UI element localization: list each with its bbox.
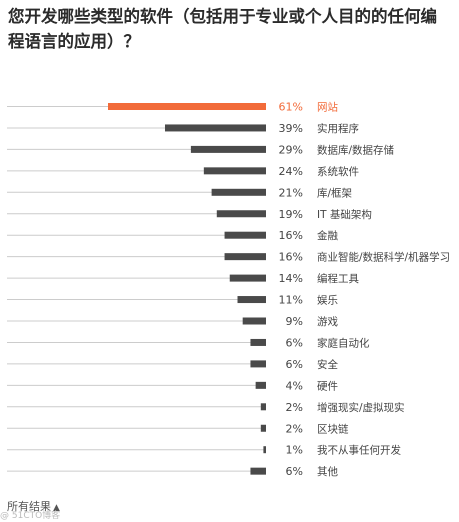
category-label: 娱乐 — [317, 294, 338, 307]
bar — [229, 274, 266, 282]
bar — [224, 231, 266, 239]
category-label: 网站 — [317, 101, 338, 114]
caret-up-icon: ▲ — [53, 503, 60, 513]
bar — [190, 145, 266, 153]
category-label: 增强现实/虚拟现实 — [317, 401, 405, 414]
watermark: @ 51CTO博客 — [0, 511, 61, 521]
category-label: 库/框架 — [317, 186, 353, 199]
value-label: 29% — [279, 143, 303, 156]
bar — [108, 103, 266, 110]
value-label: 19% — [279, 208, 303, 221]
category-label: 金融 — [317, 229, 338, 242]
bar — [263, 446, 266, 454]
bar — [211, 188, 266, 196]
value-label: 16% — [279, 229, 303, 242]
value-label: 9% — [286, 315, 303, 328]
value-label: 6% — [286, 358, 303, 371]
chart-title: 您开发哪些类型的软件（包括用于专业或个人目的的任何编程语言的应用）？ — [8, 7, 437, 51]
category-label: 编程工具 — [317, 272, 359, 285]
all-results-toggle[interactable]: 所有结果 ▲ — [7, 498, 60, 514]
bar — [250, 360, 266, 368]
category-label: 游戏 — [317, 315, 338, 328]
value-label: 6% — [286, 336, 303, 349]
category-label: 家庭自动化 — [317, 336, 370, 349]
bar — [260, 424, 266, 432]
category-label: 安全 — [317, 358, 338, 371]
bar — [164, 124, 266, 132]
value-label: 21% — [279, 186, 303, 199]
bar — [203, 167, 266, 175]
category-label: 硬件 — [317, 380, 338, 392]
value-label: 2% — [286, 422, 303, 435]
value-label: 2% — [286, 401, 303, 414]
value-label: 61% — [279, 101, 303, 114]
category-label: 商业智能/数据科学/机器学习 — [317, 251, 450, 264]
value-label: 11% — [279, 294, 303, 307]
bar — [216, 210, 266, 218]
value-label: 39% — [279, 122, 303, 135]
category-label: 我不从事任何开发 — [317, 444, 401, 457]
bar — [250, 467, 266, 475]
category-label: 系统软件 — [317, 165, 359, 178]
bar — [237, 296, 266, 304]
category-label: 数据库/数据存储 — [317, 143, 395, 156]
category-label: IT 基础架构 — [317, 208, 372, 221]
bar — [255, 381, 266, 389]
bar — [224, 253, 266, 261]
value-label: 24% — [279, 165, 303, 178]
bar — [250, 338, 266, 346]
value-label: 16% — [279, 251, 303, 264]
bar — [242, 317, 266, 325]
category-label: 实用程序 — [317, 122, 359, 135]
value-label: 14% — [279, 272, 303, 285]
value-label: 1% — [286, 444, 303, 457]
bar — [260, 403, 266, 411]
value-label: 4% — [286, 379, 303, 392]
category-label: 其他 — [317, 465, 338, 478]
category-label: 区块链 — [317, 422, 349, 435]
all-results-label: 所有结果 — [7, 500, 51, 513]
value-label: 6% — [286, 465, 303, 478]
